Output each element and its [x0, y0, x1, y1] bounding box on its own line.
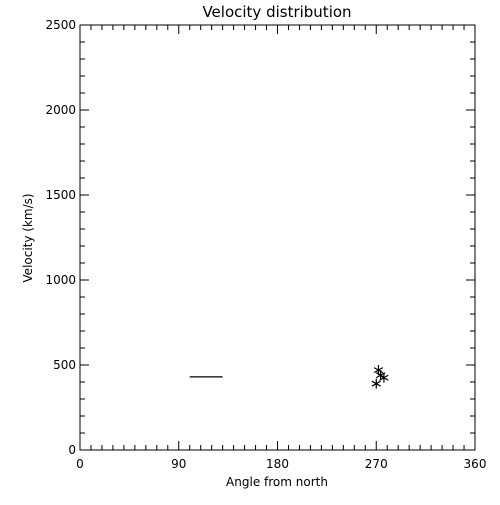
data-point	[371, 378, 381, 389]
y-tick-label: 1500	[45, 188, 76, 202]
x-tick-label: 270	[365, 457, 388, 471]
y-tick-label: 1000	[45, 273, 76, 287]
x-tick-label: 360	[464, 457, 487, 471]
y-tick-label: 0	[68, 443, 76, 457]
x-tick-label: 90	[171, 457, 186, 471]
y-tick-label: 2000	[45, 103, 76, 117]
y-tick-label: 2500	[45, 18, 76, 32]
data-series	[189, 365, 389, 389]
data-point	[379, 372, 389, 383]
chart-title: Velocity distribution	[202, 3, 351, 21]
x-tick-label: 180	[266, 457, 289, 471]
x-axis-label: Angle from north	[226, 475, 328, 489]
y-tick-label: 500	[53, 358, 76, 372]
y-axis-label: Velocity (km/s)	[21, 193, 35, 282]
x-tick-label: 0	[76, 457, 84, 471]
plot-frame	[79, 24, 476, 451]
tick-labels: 0 90 180 270 360 0 500 1000 1500 2000 2500	[45, 18, 486, 471]
axis-ticks	[79, 24, 476, 451]
